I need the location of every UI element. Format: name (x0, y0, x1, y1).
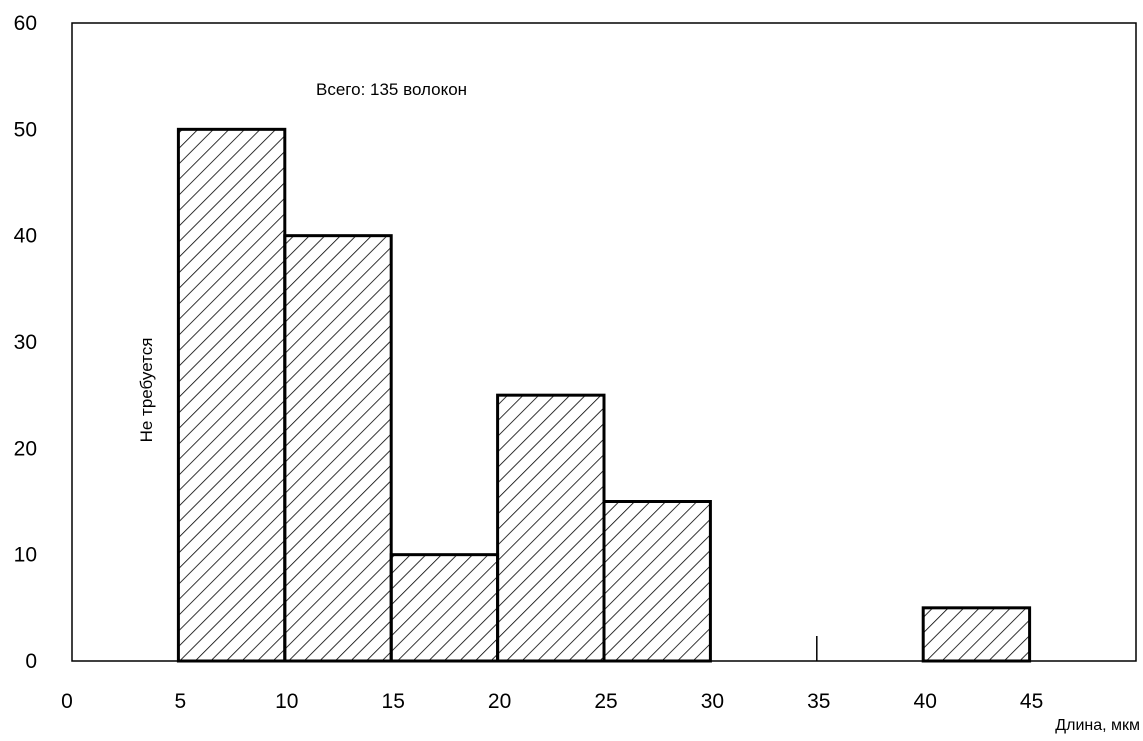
y-tick-label-0: 0 (25, 650, 37, 673)
x-tick-label-35: 35 (807, 690, 830, 713)
x-tick-label-15: 15 (382, 690, 405, 713)
y-tick-label-20: 20 (14, 437, 37, 460)
bar-40-45 (921, 606, 1032, 663)
bar-20-25 (496, 393, 606, 663)
x-tick-label-10: 10 (275, 690, 298, 713)
x-axis-title: Длина, мкм (1055, 717, 1140, 734)
bar-25-30 (602, 500, 712, 663)
x-tick-label-45: 45 (1020, 690, 1043, 713)
y-tick-label-40: 40 (14, 225, 37, 248)
y-tick-label-60: 60 (14, 12, 37, 35)
bars-group (176, 127, 1032, 663)
x-tick-labels: 0 5 10 15 20 25 30 35 40 45 (61, 690, 1043, 713)
y-tick-label-50: 50 (14, 118, 37, 141)
x-tick-label-20: 20 (488, 690, 511, 713)
side-note-annotation: Не требуется (137, 338, 156, 443)
y-tick-label-30: 30 (14, 331, 37, 354)
bar-15-20 (389, 553, 500, 663)
y-tick-labels: 0 10 20 30 40 50 60 (14, 12, 37, 673)
x-tick-label-5: 5 (175, 690, 187, 713)
x-tick-label-25: 25 (594, 690, 617, 713)
bar-5-10 (176, 127, 287, 663)
x-tick-label-0: 0 (61, 690, 73, 713)
bar-10-15 (283, 234, 393, 663)
y-tick-label-10: 10 (14, 544, 37, 567)
x-tick-label-30: 30 (701, 690, 724, 713)
total-annotation: Всего: 135 волокон (316, 80, 467, 99)
x-tick-label-40: 40 (914, 690, 937, 713)
